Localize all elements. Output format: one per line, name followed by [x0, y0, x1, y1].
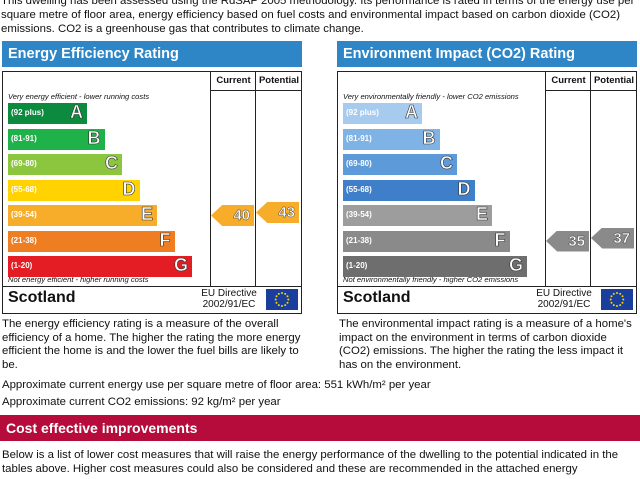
band-letter: D	[122, 178, 136, 199]
rating-band-f: (21-38) F	[343, 229, 510, 252]
energy-description: The energy efficiency rating is a measur…	[2, 318, 301, 371]
band-range: (55-68)	[11, 184, 37, 194]
rating-band-d: (55-68) D	[8, 178, 140, 201]
band-letter: A	[405, 102, 419, 123]
env-col-current: Current	[545, 72, 591, 91]
eu-directive: EU Directive 2002/91/EC	[536, 288, 592, 310]
band-letter: A	[70, 102, 84, 123]
divider	[210, 90, 211, 287]
band-letter: G	[173, 255, 189, 276]
env-footer: Scotland EU Directive 2002/91/EC	[338, 286, 636, 313]
rating-band-f: (21-38) F	[8, 229, 175, 252]
rating-band-b: (81-91) B	[8, 127, 105, 150]
rating-band-g: (1-20) G	[8, 255, 192, 277]
eu-flag-icon	[601, 289, 633, 310]
rating-band-b: (81-91) B	[343, 127, 440, 150]
band-letter: E	[140, 204, 154, 225]
band-range: (39-54)	[11, 210, 37, 219]
region-label: Scotland	[8, 289, 76, 306]
energy-current-arrow: 40	[211, 205, 254, 226]
band-range: (69-80)	[11, 159, 37, 168]
band-range: (55-68)	[346, 184, 372, 194]
intro-paragraph: This dwelling has been assessed using th…	[1, 0, 635, 35]
band-range: (92 plus)	[11, 108, 44, 117]
rating-band-a: (92 plus) A	[343, 102, 422, 124]
band-letter: F	[494, 229, 506, 250]
energy-panel-title: Energy Efficiency Rating	[2, 41, 302, 67]
env-bottom-note: Not environmentally friendly - higher CO…	[343, 275, 519, 284]
band-range: (81-91)	[346, 133, 372, 143]
eu-flag-icon	[266, 289, 298, 310]
band-range: (21-38)	[346, 235, 372, 245]
co2-emissions-line: Approximate current CO2 emissions: 92 kg…	[2, 396, 281, 408]
rating-band-c: (69-80) C	[343, 153, 457, 175]
energy-rating-chart: Current Potential Very energy efficient …	[2, 71, 302, 314]
environment-description: The environmental impact rating is a mea…	[339, 318, 632, 371]
band-letter: B	[422, 127, 436, 148]
environment-panel-title: Environment Impact (CO2) Rating	[337, 41, 637, 67]
cost-improvements-header: Cost effective improvements	[0, 415, 640, 441]
env-col-potential: Potential	[590, 72, 637, 91]
band-range: (81-91)	[11, 133, 37, 143]
region-label: Scotland	[343, 289, 411, 306]
band-range: (39-54)	[346, 210, 372, 219]
env-top-note: Very environmentally friendly - lower CO…	[343, 92, 519, 101]
band-letter: F	[159, 229, 171, 250]
divider	[545, 90, 546, 287]
band-range: (1-20)	[346, 261, 368, 270]
rating-band-d: (55-68) D	[343, 178, 475, 201]
rating-band-e: (39-54) E	[343, 204, 492, 226]
band-letter: C	[440, 153, 454, 174]
energy-footer: Scotland EU Directive 2002/91/EC	[3, 286, 301, 313]
rating-band-a: (92 plus) A	[8, 102, 87, 124]
rating-band-e: (39-54) E	[8, 204, 157, 226]
environment-rating-chart: Current Potential Very environmentally f…	[337, 71, 637, 314]
env-potential-arrow: 37	[591, 227, 634, 249]
divider	[255, 90, 256, 287]
rating-band-c: (69-80) C	[8, 153, 122, 175]
band-letter: C	[105, 153, 119, 174]
band-range: (92 plus)	[346, 108, 379, 117]
band-range: (1-20)	[11, 261, 33, 270]
energy-bottom-note: Not energy efficient - higher running co…	[8, 275, 149, 284]
energy-col-potential: Potential	[255, 72, 302, 91]
energy-use-line: Approximate current energy use per squar…	[2, 379, 431, 391]
energy-col-current: Current	[210, 72, 256, 91]
rating-band-g: (1-20) G	[343, 255, 527, 277]
energy-efficiency-panel: Energy Efficiency Rating Current Potenti…	[2, 41, 302, 314]
divider	[590, 90, 591, 287]
cost-improvements-text: Below is a list of lower cost measures t…	[2, 449, 619, 475]
band-letter: E	[475, 204, 489, 225]
environment-impact-panel: Environment Impact (CO2) Rating Current …	[337, 41, 637, 314]
env-current-arrow: 35	[546, 230, 589, 252]
band-letter: B	[87, 127, 101, 148]
energy-top-note: Very energy efficient - lower running co…	[8, 92, 150, 101]
energy-potential-arrow: 43	[256, 202, 299, 223]
eu-directive: EU Directive 2002/91/EC	[201, 288, 257, 310]
band-range: (21-38)	[11, 235, 37, 245]
band-letter: D	[457, 178, 471, 199]
band-range: (69-80)	[346, 159, 372, 168]
band-letter: G	[508, 255, 524, 276]
